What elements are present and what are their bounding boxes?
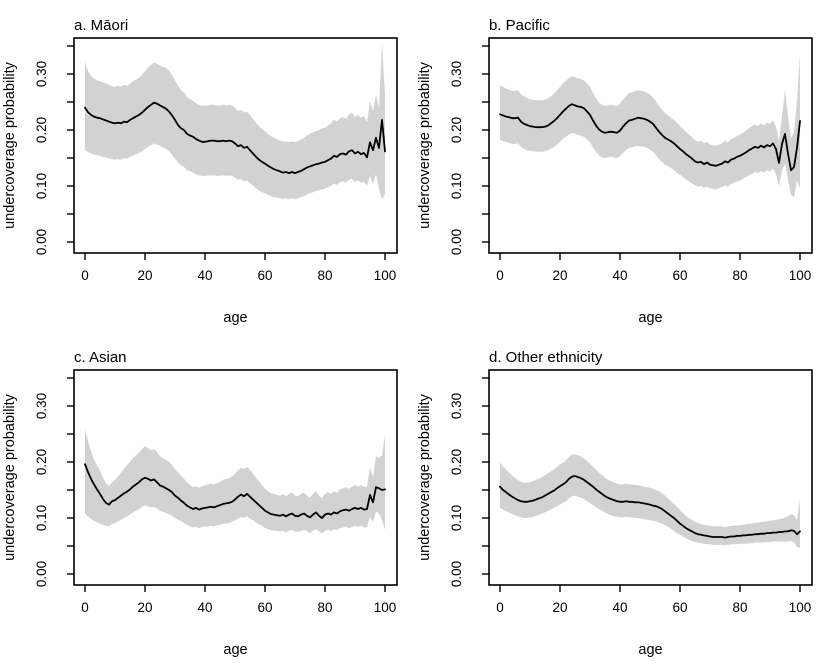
x-tick-label: 20 — [552, 268, 567, 283]
panel-title: c. Asian — [74, 349, 127, 366]
panel-asian: 0.00 0.10 0.20 0.30 0 20 40 60 80 100 c. Asian age u… — [0, 332, 415, 664]
chart-svg-d: 0.00 0.10 0.20 0.30 0 20 40 60 80 100 d. Other eth… — [417, 349, 813, 658]
panel-title: a. Māori — [74, 17, 128, 34]
y-tick-label: 0.00 — [34, 229, 49, 255]
x-tick-label: 20 — [137, 268, 152, 283]
y-axis-label: undercoverage probability — [2, 61, 18, 229]
y-tick-label: 0.00 — [34, 561, 49, 587]
y-axis-label: undercoverage probability — [2, 393, 18, 561]
x-tick-label: 80 — [732, 268, 747, 283]
x-tick-label: 40 — [197, 600, 212, 615]
estimate-line — [84, 463, 386, 519]
x-tick-label: 0 — [496, 268, 504, 283]
panel-title: b. Pacific — [489, 17, 550, 34]
plot-area — [84, 43, 386, 200]
y-tick-label: 0.20 — [34, 117, 49, 143]
y-tick-label: 0.20 — [449, 449, 464, 475]
x-tick-label: 60 — [672, 268, 687, 283]
y-tick-label: 0.20 — [449, 117, 464, 143]
x-tick-label: 100 — [789, 600, 812, 615]
panel-pacific: 0.00 0.10 0.20 0.30 0 20 40 60 80 100 b. Pacific ag… — [415, 0, 830, 332]
x-tick-label: 0 — [496, 600, 504, 615]
x-axis-label: age — [223, 310, 247, 326]
x-tick-label: 100 — [789, 268, 812, 283]
estimate-line — [499, 103, 801, 172]
y-axis-label: undercoverage probability — [417, 61, 433, 229]
uncertainty-band — [85, 429, 385, 534]
x-tick-label: 40 — [612, 600, 627, 615]
y-tick-label: 0.10 — [449, 505, 464, 531]
y-tick-label: 0.00 — [449, 229, 464, 255]
chart-svg-c: 0.00 0.10 0.20 0.30 0 20 40 60 80 100 c. Asian age u… — [2, 349, 398, 658]
x-tick-label: 0 — [81, 600, 89, 615]
y-tick-label: 0.30 — [449, 61, 464, 87]
chart-svg-b: 0.00 0.10 0.20 0.30 0 20 40 60 80 100 b. Pacific ag… — [417, 17, 813, 326]
plot-area — [84, 429, 386, 534]
x-tick-label: 100 — [374, 600, 397, 615]
x-axis-label: age — [223, 642, 247, 658]
chart-svg-a: 0.00 0.10 0.20 0.30 0 20 40 60 80 100 a. Māori age u… — [2, 17, 398, 326]
y-tick-label: 0.00 — [449, 561, 464, 587]
x-tick-label: 80 — [732, 600, 747, 615]
x-tick-label: 20 — [552, 600, 567, 615]
x-axis-label: age — [638, 642, 662, 658]
y-axis-label: undercoverage probability — [417, 393, 433, 561]
y-tick-label: 0.20 — [34, 449, 49, 475]
x-tick-label: 60 — [257, 268, 272, 283]
x-tick-label: 80 — [317, 268, 332, 283]
x-tick-label: 100 — [374, 268, 397, 283]
plot-box — [488, 37, 813, 254]
estimate-line — [84, 101, 386, 175]
estimate-line — [499, 475, 801, 539]
panel-other-ethnicity: 0.00 0.10 0.20 0.30 0 20 40 60 80 100 d. Other eth… — [415, 332, 830, 664]
uncertainty-band — [500, 454, 800, 548]
plot-area — [499, 54, 801, 198]
y-tick-label: 0.30 — [449, 393, 464, 419]
x-tick-label: 60 — [672, 600, 687, 615]
plot-box — [73, 37, 398, 254]
plot-area — [499, 454, 801, 548]
x-tick-label: 20 — [137, 600, 152, 615]
y-tick-label: 0.10 — [449, 173, 464, 199]
plot-box — [488, 369, 813, 586]
x-tick-label: 40 — [612, 268, 627, 283]
uncertainty-band — [85, 43, 385, 200]
panel-title: d. Other ethnicity — [489, 349, 603, 366]
y-tick-label: 0.10 — [34, 173, 49, 199]
y-tick-label: 0.30 — [34, 61, 49, 87]
x-tick-label: 80 — [317, 600, 332, 615]
x-tick-label: 60 — [257, 600, 272, 615]
panel-maori: 0.00 0.10 0.20 0.30 0 20 40 60 80 100 a. Māori age u… — [0, 0, 415, 332]
x-tick-label: 40 — [197, 268, 212, 283]
x-tick-label: 0 — [81, 268, 89, 283]
plot-box — [73, 369, 398, 586]
x-axis-label: age — [638, 310, 662, 326]
y-tick-label: 0.30 — [34, 393, 49, 419]
y-tick-label: 0.10 — [34, 505, 49, 531]
